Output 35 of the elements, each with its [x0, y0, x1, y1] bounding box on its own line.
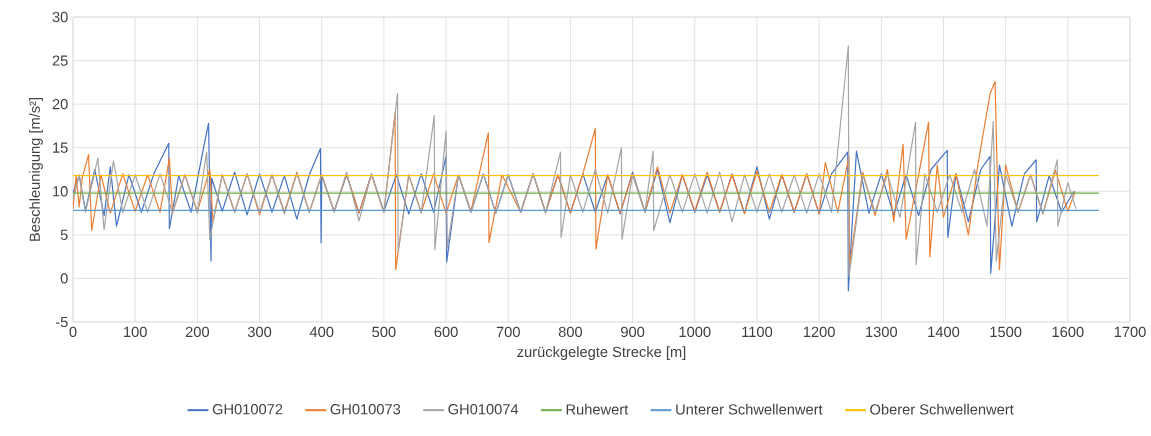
- x-tick-label: 900: [621, 326, 645, 337]
- y-tick-label: 10: [53, 185, 68, 197]
- legend-label: GH010073: [330, 403, 401, 415]
- x-tick-label: 800: [558, 326, 583, 337]
- x-tick-label: 1200: [803, 326, 835, 337]
- y-axis-title: Beschleunigung [m/s²]: [29, 97, 43, 241]
- y-tick-label: 5: [60, 229, 68, 240]
- x-tick-label: 1400: [928, 326, 960, 337]
- x-tick-label: 1100: [742, 326, 773, 337]
- x-tick-label: 1500: [990, 326, 1022, 337]
- y-tick-label: 25: [52, 55, 68, 66]
- x-tick-label: 0: [69, 326, 77, 337]
- x-tick-label: 700: [496, 326, 520, 337]
- x-tick-label: 200: [185, 326, 210, 337]
- line-series: [73, 45, 1077, 278]
- y-tick-label: 30: [52, 11, 68, 23]
- x-tick-label: 1600: [1052, 326, 1084, 337]
- x-tick-label: 1000: [679, 326, 711, 337]
- x-tick-label: 1300: [866, 326, 898, 337]
- x-tick-label: 300: [247, 326, 272, 337]
- legend-label: Oberer Schwellenwert: [870, 403, 1014, 415]
- x-tick-label: 1700: [1114, 326, 1146, 337]
- y-tick-label: 20: [52, 98, 68, 110]
- y-tick-label: 0: [60, 273, 68, 284]
- x-tick-label: 100: [124, 326, 147, 337]
- legend-label: Ruhewert: [566, 403, 629, 415]
- y-tick-label: 15: [53, 142, 68, 153]
- x-tick-label: 500: [372, 326, 396, 337]
- legend-label: GH010072: [212, 403, 283, 415]
- legend-label: GH010074: [448, 403, 519, 415]
- x-tick-label: 600: [434, 326, 458, 337]
- x-axis-title: zurückgelegte Strecke [m]: [517, 346, 686, 360]
- legend-label: Unterer Schwellenwert: [676, 403, 823, 415]
- x-tick-label: 400: [309, 326, 334, 337]
- y-tick-label: -5: [55, 316, 68, 327]
